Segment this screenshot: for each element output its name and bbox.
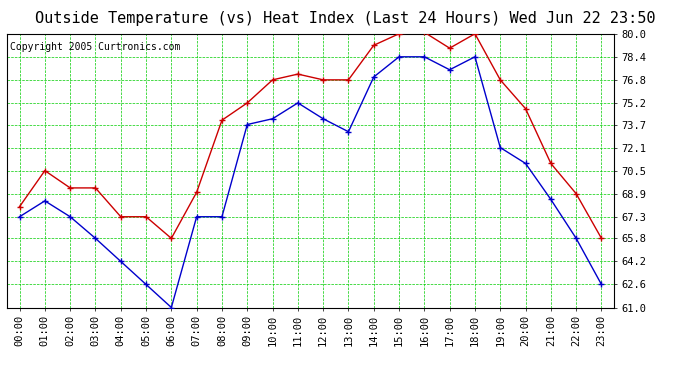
Text: Outside Temperature (vs) Heat Index (Last 24 Hours) Wed Jun 22 23:50: Outside Temperature (vs) Heat Index (Las…: [34, 11, 655, 26]
Text: Copyright 2005 Curtronics.com: Copyright 2005 Curtronics.com: [10, 42, 180, 52]
